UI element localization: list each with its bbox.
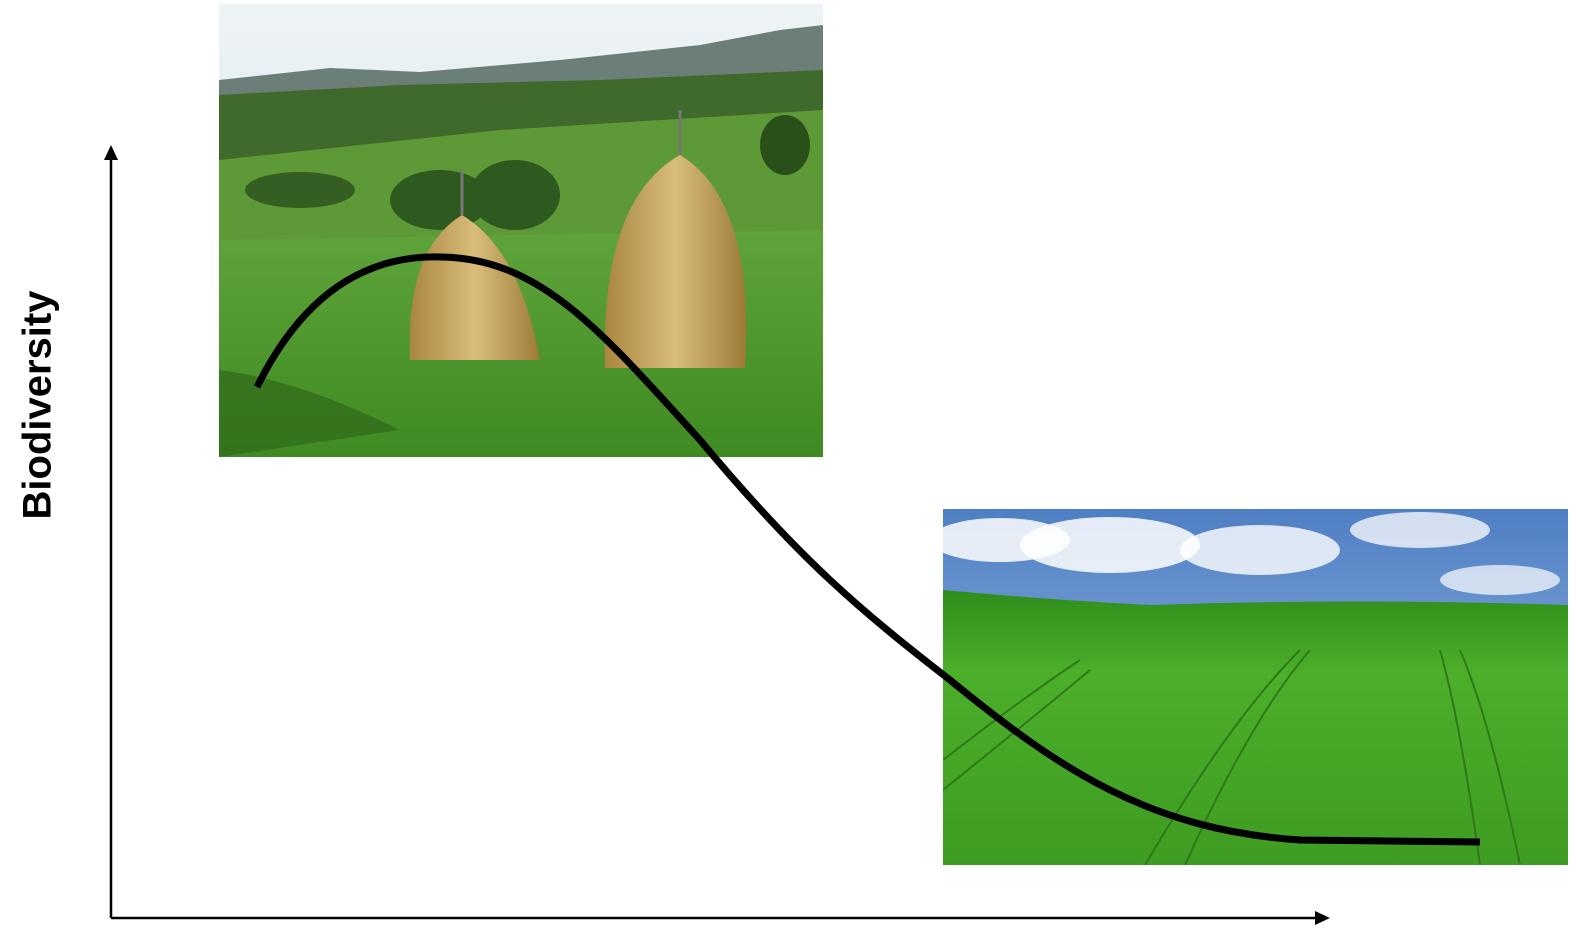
y-arrow — [104, 145, 118, 160]
diagram: Biodiversity — [0, 0, 1579, 937]
meadow-photo — [219, 4, 823, 457]
field-photo — [930, 509, 1568, 865]
x-arrow — [1315, 911, 1330, 925]
y-axis-label: Biodiversity — [16, 290, 60, 520]
